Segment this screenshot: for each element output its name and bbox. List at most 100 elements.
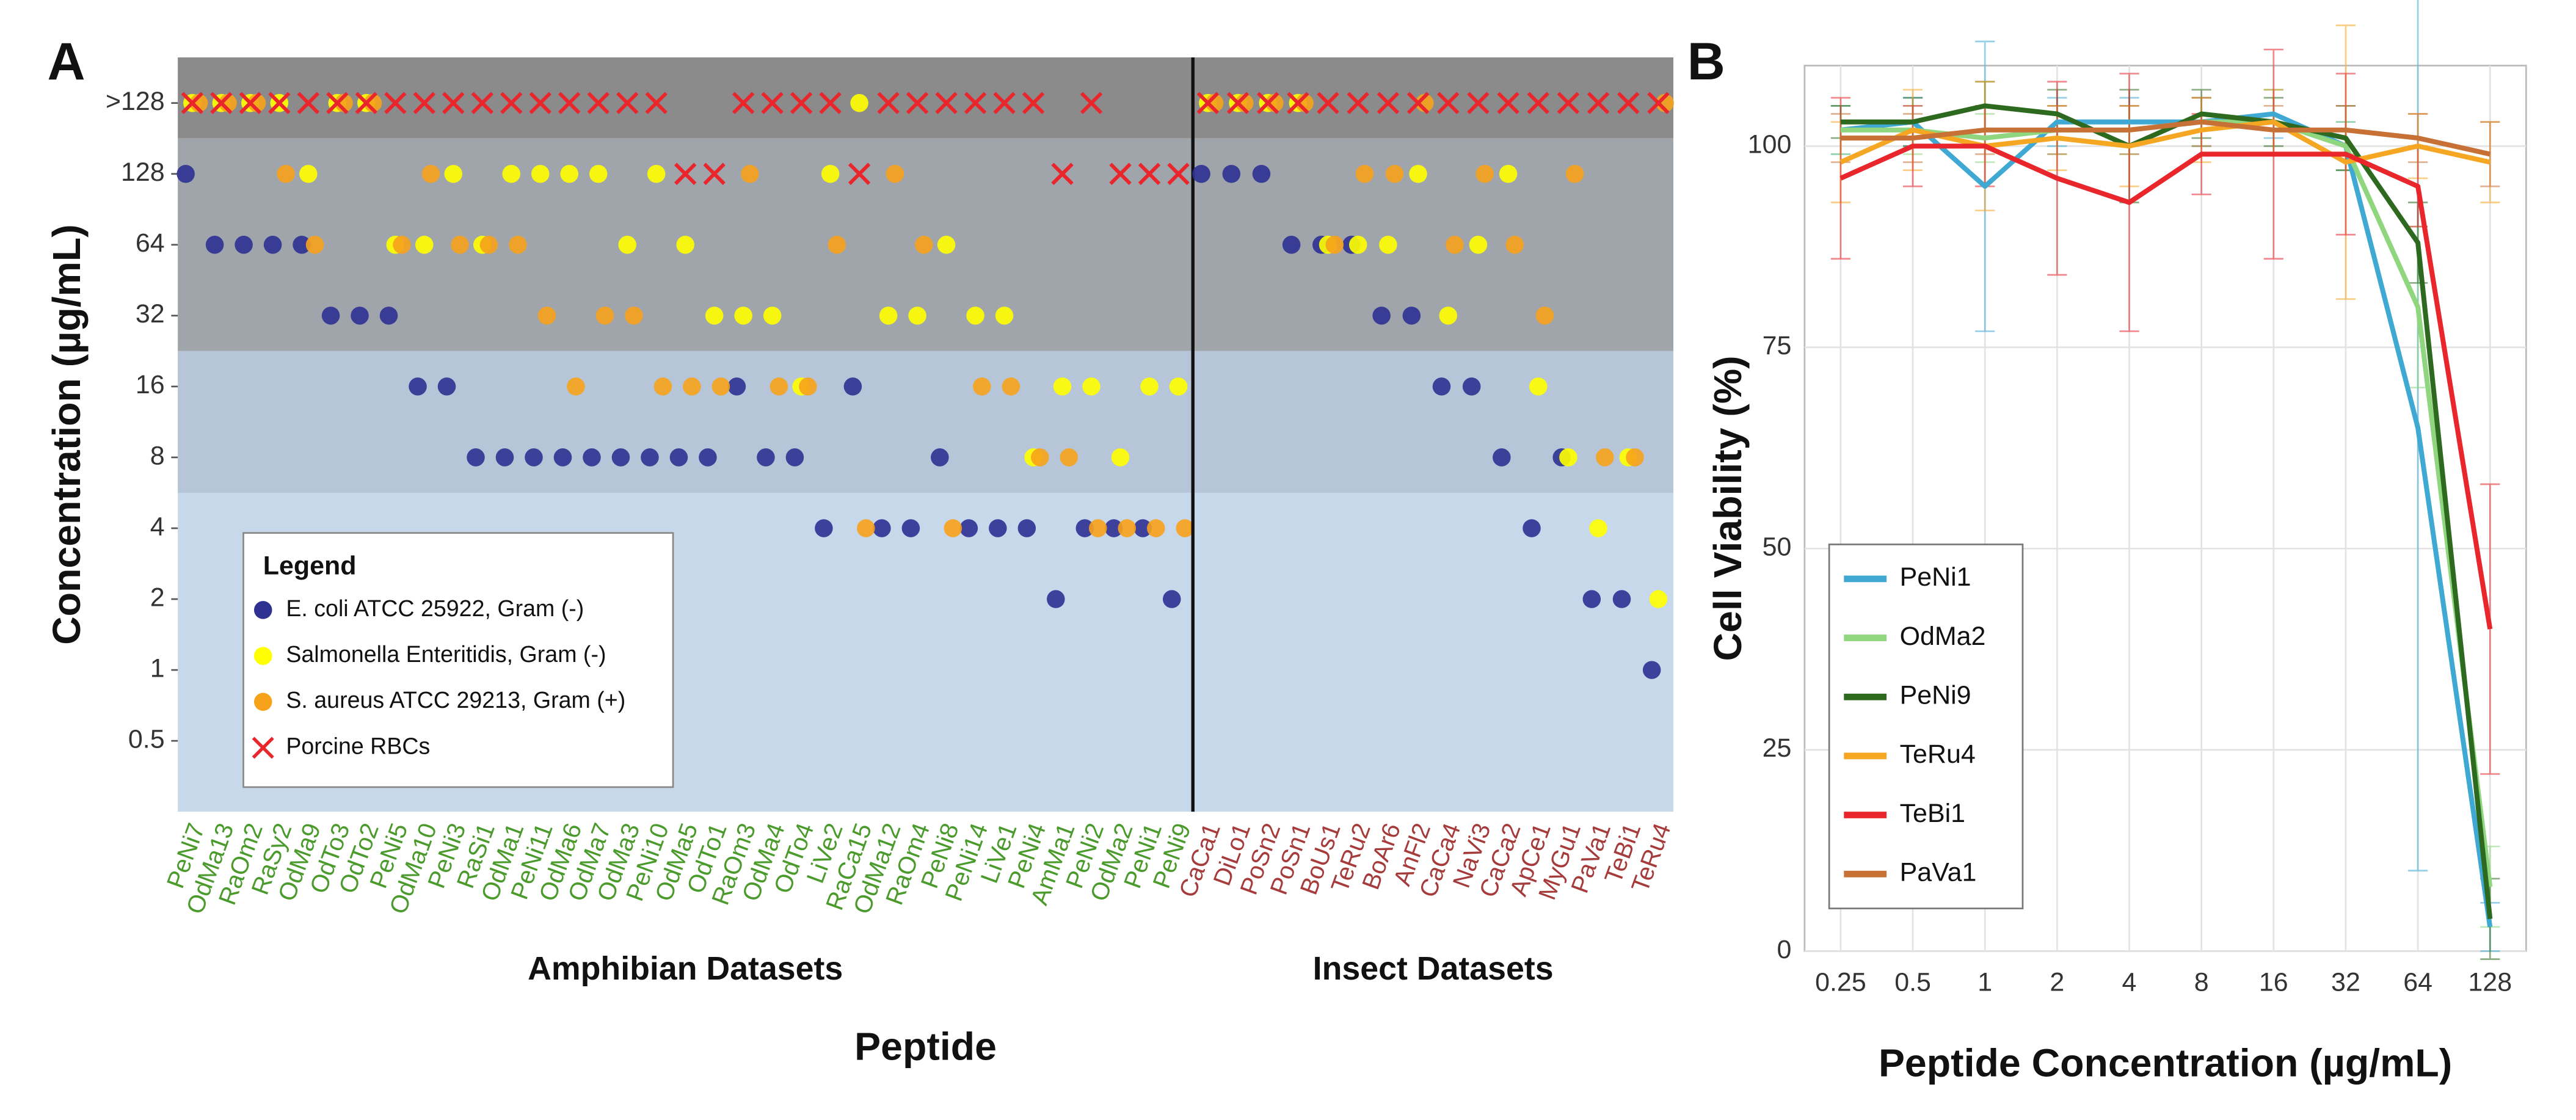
data-point bbox=[944, 519, 962, 537]
data-point bbox=[886, 164, 904, 183]
data-point bbox=[763, 307, 782, 325]
data-point bbox=[1535, 307, 1554, 325]
data-point bbox=[727, 377, 746, 396]
data-point bbox=[699, 448, 717, 467]
x-tick-label: 1 bbox=[1977, 967, 1992, 997]
data-point bbox=[299, 164, 318, 183]
data-point bbox=[567, 377, 585, 396]
data-point bbox=[560, 164, 578, 183]
data-point bbox=[1527, 92, 1549, 114]
data-point bbox=[850, 93, 868, 112]
data-point bbox=[1557, 92, 1580, 114]
legend-label: PeNi9 bbox=[1900, 681, 1971, 710]
data-point bbox=[785, 448, 804, 467]
data-point bbox=[415, 236, 434, 254]
data-point bbox=[935, 92, 958, 114]
data-point bbox=[959, 519, 978, 537]
data-point bbox=[1437, 92, 1460, 114]
data-line bbox=[1839, 119, 2491, 165]
data-point bbox=[1617, 92, 1640, 114]
data-point bbox=[379, 307, 398, 325]
x-tick-label: 0.5 bbox=[1894, 967, 1931, 997]
data-point bbox=[1002, 377, 1021, 396]
data-point bbox=[589, 164, 608, 183]
data-point bbox=[413, 92, 435, 114]
data-point bbox=[1347, 92, 1369, 114]
y-tick-label: 64 bbox=[136, 228, 165, 258]
y-tick-label: 4 bbox=[150, 512, 165, 541]
data-point bbox=[176, 164, 195, 183]
data-point bbox=[1385, 164, 1404, 183]
data-point bbox=[790, 92, 813, 114]
data-point bbox=[1060, 448, 1079, 467]
data-point bbox=[995, 307, 1014, 325]
legend-marker bbox=[253, 601, 272, 619]
legend-label: Salmonella Enteritidis, Gram (-) bbox=[286, 641, 606, 667]
data-point bbox=[989, 519, 1007, 537]
data-point bbox=[1596, 448, 1614, 467]
x-axis-label: Peptide bbox=[854, 1025, 997, 1069]
data-point bbox=[1626, 448, 1644, 467]
data-point bbox=[1348, 236, 1367, 254]
x-tick-label: 32 bbox=[2331, 967, 2360, 997]
data-point bbox=[1467, 92, 1490, 114]
data-point bbox=[703, 162, 726, 185]
data-point bbox=[732, 92, 755, 114]
panel-label: A bbox=[47, 32, 85, 91]
data-point bbox=[1406, 92, 1430, 114]
data-point bbox=[355, 92, 377, 114]
data-point bbox=[1446, 236, 1464, 254]
data-point bbox=[1642, 661, 1661, 679]
data-point bbox=[683, 377, 701, 396]
data-point bbox=[1587, 92, 1610, 114]
data-point bbox=[674, 162, 697, 185]
data-point bbox=[305, 236, 324, 254]
data-point bbox=[641, 448, 659, 467]
data-point bbox=[877, 92, 900, 114]
legend: Legend E. coli ATCC 25922, Gram (-) Salmon… bbox=[242, 532, 674, 788]
data-point bbox=[705, 307, 724, 325]
data-point bbox=[263, 236, 282, 254]
y-tick-label: 25 bbox=[1763, 733, 1792, 763]
data-point bbox=[1138, 162, 1161, 185]
data-point bbox=[529, 92, 551, 114]
x-tick-label: 128 bbox=[2468, 967, 2512, 997]
data-point bbox=[1109, 162, 1132, 185]
y-axis-label: Cell Viability (%) bbox=[1706, 355, 1750, 661]
data-point bbox=[711, 377, 730, 396]
data-point bbox=[1226, 92, 1250, 114]
legend-box bbox=[242, 532, 674, 788]
data-point bbox=[181, 92, 204, 114]
data-point bbox=[1325, 236, 1344, 254]
y-tick-label: 8 bbox=[150, 441, 165, 470]
data-point bbox=[1559, 448, 1577, 467]
legend-label: OdMa2 bbox=[1900, 622, 1986, 651]
data-point bbox=[964, 92, 987, 114]
data-point bbox=[1529, 377, 1548, 396]
data-point bbox=[293, 236, 311, 254]
data-point bbox=[393, 236, 411, 254]
data-point bbox=[1469, 236, 1488, 254]
group-label: Amphibian Datasets bbox=[528, 950, 843, 987]
data-point bbox=[1047, 590, 1065, 608]
data-point bbox=[502, 164, 521, 183]
y-tick-label: 100 bbox=[1748, 130, 1792, 159]
background-band bbox=[1193, 351, 1674, 493]
data-point bbox=[558, 92, 581, 114]
data-point bbox=[799, 377, 817, 396]
legend: PeNi1 OdMa2 PeNi9 TeRu4 TeBi1 PaVa1 bbox=[1828, 544, 2024, 909]
data-point bbox=[1196, 92, 1220, 114]
legend-marker bbox=[253, 693, 272, 711]
data-point bbox=[1282, 236, 1301, 254]
data-point bbox=[1402, 307, 1421, 325]
legend-box bbox=[1828, 544, 2024, 909]
background-band bbox=[178, 351, 1193, 493]
data-point bbox=[479, 236, 498, 254]
x-tick-label: 4 bbox=[2122, 967, 2137, 997]
x-tick-label: 16 bbox=[2259, 967, 2288, 997]
data-point bbox=[821, 164, 840, 183]
data-point bbox=[734, 307, 752, 325]
data-point bbox=[297, 92, 320, 114]
legend-label: TeRu4 bbox=[1900, 740, 1976, 769]
